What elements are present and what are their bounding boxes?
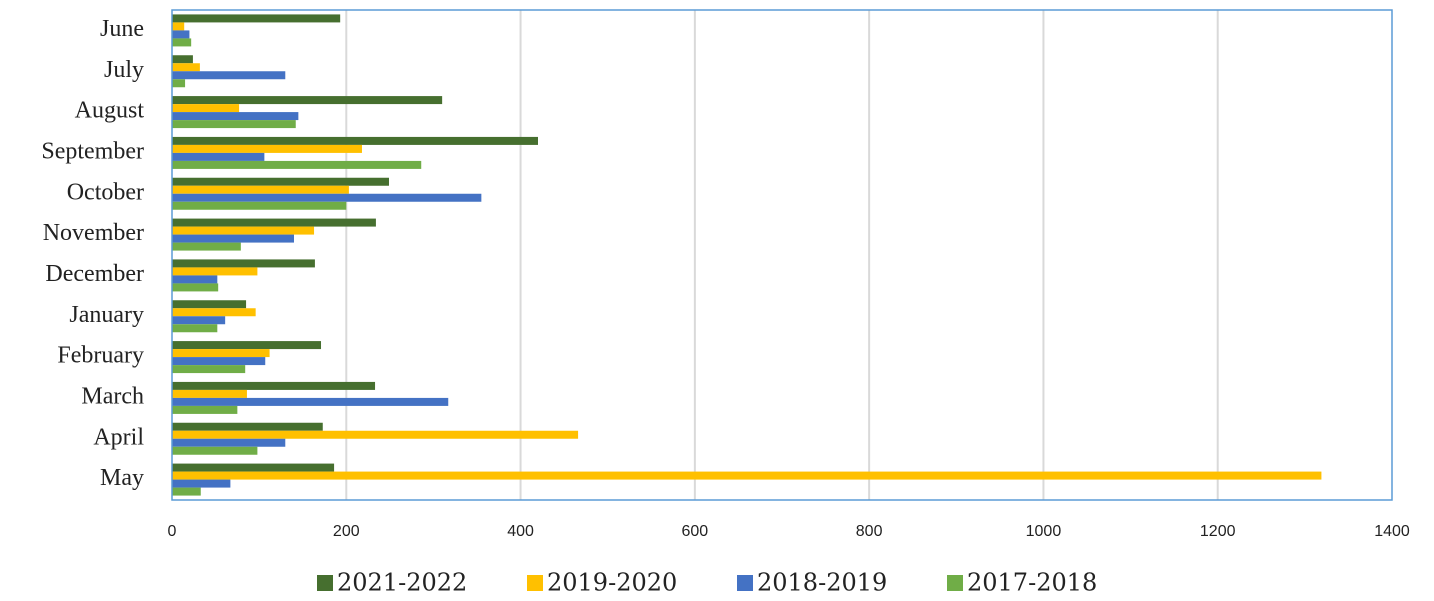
bar (172, 136, 538, 145)
bar (172, 463, 335, 472)
bar (172, 397, 449, 406)
bar (172, 234, 294, 243)
bar (172, 201, 347, 210)
bar (172, 63, 200, 72)
x-tick-label: 600 (682, 523, 709, 540)
y-tick-label: October (67, 179, 144, 205)
y-tick-label: April (93, 424, 144, 450)
bar (172, 430, 579, 439)
bar (172, 218, 376, 227)
bar (172, 55, 193, 64)
bar (172, 389, 247, 398)
bar (172, 30, 190, 39)
bar (172, 438, 286, 447)
y-tick-label: May (100, 465, 144, 491)
bar (172, 38, 192, 47)
y-tick-label: July (104, 57, 144, 83)
x-tick-label: 0 (168, 523, 177, 540)
bar (172, 381, 376, 390)
bar (172, 185, 349, 194)
legend-label: 2019-2020 (547, 569, 677, 597)
y-tick-label: June (100, 16, 144, 42)
y-tick-label: August (75, 98, 145, 124)
x-tick-label: 1200 (1200, 523, 1236, 540)
x-tick-label: 400 (507, 523, 534, 540)
bar (172, 300, 247, 309)
bar (172, 446, 258, 455)
bar (172, 177, 389, 186)
legend-swatch (317, 575, 333, 591)
bar (172, 226, 315, 235)
bar (172, 341, 322, 350)
bar (172, 267, 258, 276)
bar (172, 96, 443, 105)
bar (172, 471, 1322, 480)
bar (172, 71, 286, 80)
x-tick-label: 800 (856, 523, 883, 540)
bar (172, 112, 299, 121)
bar (172, 104, 240, 113)
bar (172, 120, 296, 129)
bar (172, 316, 226, 325)
x-tick-label: 200 (333, 523, 360, 540)
bar (172, 365, 246, 374)
bar (172, 308, 256, 317)
x-tick-label: 1400 (1374, 523, 1410, 540)
legend-label: 2017-2018 (967, 569, 1097, 597)
bar (172, 487, 201, 496)
bar (172, 349, 270, 358)
bar (172, 144, 362, 153)
y-tick-label: January (69, 302, 144, 328)
y-tick-label: December (45, 261, 144, 287)
bar (172, 422, 323, 431)
legend-swatch (737, 575, 753, 591)
y-tick-label: September (41, 138, 144, 164)
bar (172, 193, 482, 202)
plot-border (171, 9, 1393, 501)
bar (172, 14, 341, 23)
bar (172, 79, 186, 88)
legend-swatch (527, 575, 543, 591)
bar (172, 259, 315, 268)
legend-label: 2021-2022 (337, 569, 467, 597)
y-tick-label: November (43, 220, 144, 246)
bar (172, 160, 422, 169)
bar (172, 152, 265, 161)
legend-label: 2018-2019 (757, 569, 887, 597)
y-tick-label: February (57, 343, 144, 369)
bar (172, 22, 185, 31)
legend-swatch (947, 575, 963, 591)
bar (172, 479, 231, 488)
bar (172, 324, 218, 333)
y-tick-label: March (81, 383, 144, 409)
bar (172, 357, 266, 366)
x-tick-label: 1000 (1026, 523, 1062, 540)
bar (172, 405, 238, 414)
bar (172, 283, 219, 292)
bar (172, 275, 218, 284)
bar (172, 242, 241, 251)
